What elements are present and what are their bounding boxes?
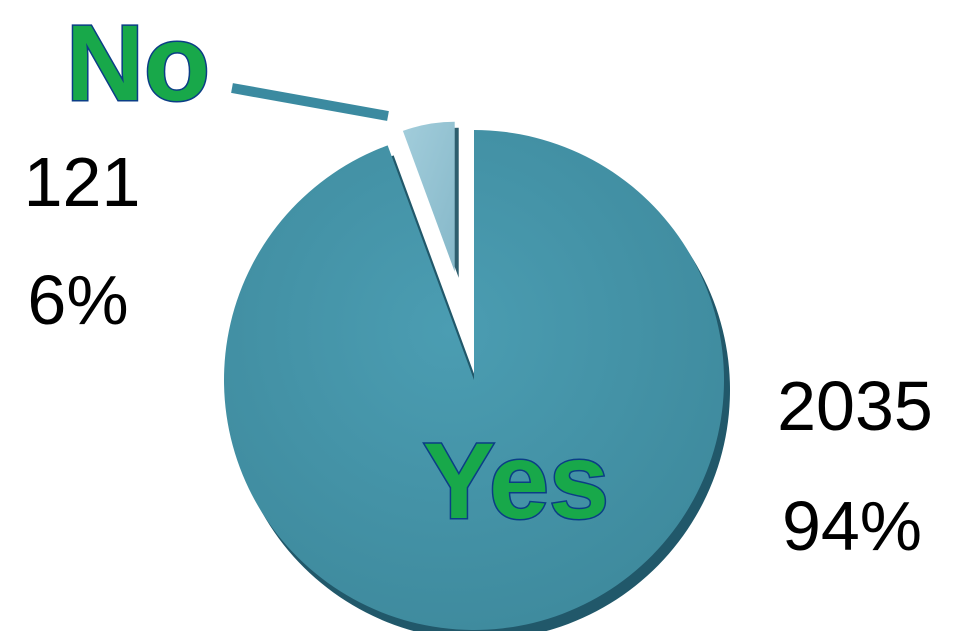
pie-slice-no — [402, 121, 455, 272]
no-category-label: No — [66, 2, 210, 123]
pie-slice-yes — [224, 130, 724, 630]
yes-category-label: Yes — [423, 420, 609, 541]
no-percent-label: 6% — [27, 261, 128, 339]
no-value-label: 121 — [24, 143, 141, 221]
yes-percent-label: 94% — [782, 487, 922, 565]
yes-value-label: 2035 — [777, 367, 933, 445]
no-leader-line — [231, 83, 389, 121]
